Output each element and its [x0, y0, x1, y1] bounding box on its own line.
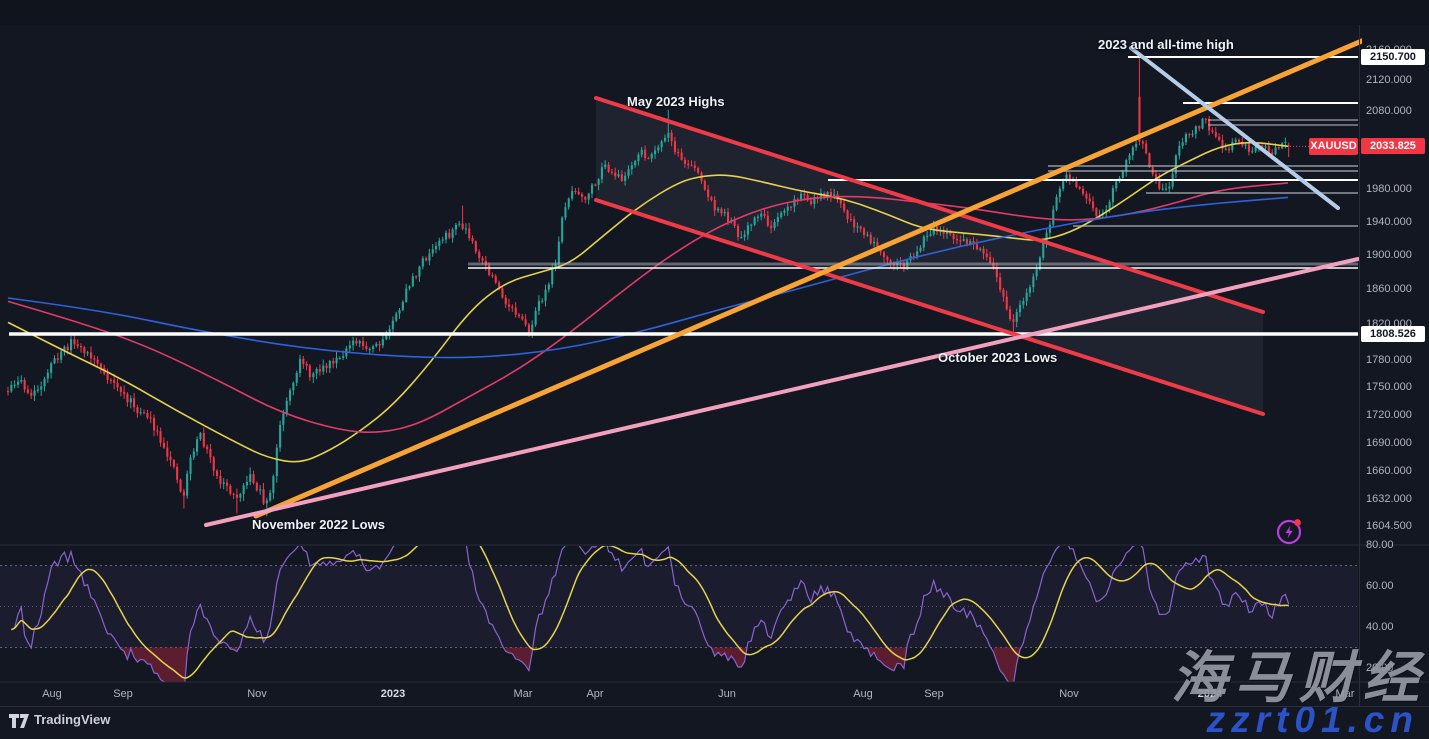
rsi-band [0, 565, 1358, 648]
bolt-icon[interactable] [1272, 514, 1306, 548]
watermark-url: zzrt01.cn [1206, 699, 1419, 739]
price-tick-label: 1690.000 [1366, 436, 1412, 449]
uptrend-orange [253, 38, 1362, 519]
ma-yellow [7, 141, 1289, 463]
ma-blue [7, 196, 1289, 359]
price-label-box: 2150.700 [1361, 49, 1425, 65]
price-tick-label: 1632.000 [1366, 492, 1412, 505]
rsi-ma-line [11, 546, 1289, 679]
price-label-box: 2033.825 [1361, 138, 1425, 155]
ma-crimson [7, 182, 1289, 434]
tradingview-logo-icon[interactable] [8, 711, 32, 731]
downtrend-lightblue [1129, 46, 1340, 210]
price-tick-label: 1940.000 [1366, 216, 1412, 228]
annotation-nov-lows: November 2022 Lows [252, 517, 385, 532]
footer-divider [0, 706, 1429, 707]
annotation-oct-lows: October 2023 Lows [938, 350, 1058, 365]
price-tick-label: 1604.500 [1366, 519, 1412, 532]
time-tick-label: Mar [513, 688, 533, 700]
price-label-box: 1808.526 [1361, 326, 1425, 343]
price-tick-label: 1660.000 [1366, 465, 1412, 478]
time-tick-label: Apr [586, 688, 604, 700]
rsi-pane[interactable] [0, 520, 1358, 695]
rsi-tick-label: 80.00 [1366, 539, 1394, 551]
time-tick-label: Sep [113, 688, 133, 700]
main-pane[interactable] [7, 38, 1364, 527]
price-tick-label: 1720.000 [1366, 408, 1412, 421]
time-tick-label: Nov [1059, 688, 1079, 700]
price-tick-label: 2120.000 [1366, 74, 1412, 86]
price-tick-label: 1780.000 [1366, 353, 1412, 366]
symbol-price-tag: XAUUSD [1309, 137, 1358, 155]
time-tick-label: 2024 [1197, 688, 1223, 700]
annotation-may-highs: May 2023 Highs [627, 94, 725, 109]
time-tick-label: Jun [718, 688, 736, 700]
price-tick-label: 1860.000 [1366, 283, 1412, 296]
price-tick-label: 1750.000 [1366, 380, 1412, 393]
time-tick-label: Mar [1335, 688, 1355, 700]
watermark-cjk: 海马财经 [1171, 646, 1427, 709]
rsi-tick-label: 20.00 [1366, 662, 1394, 674]
uptrend-pink [204, 257, 1360, 527]
price-tick-label: 1900.000 [1366, 249, 1412, 262]
rsi-line [11, 546, 1290, 682]
channel-upper-line [594, 96, 1265, 314]
price-tick-label: 1980.000 [1366, 183, 1412, 196]
time-tick-label: Nov [247, 688, 267, 700]
rsi-tick-label: 60.00 [1366, 580, 1394, 592]
price-tick-label: 2080.000 [1366, 104, 1412, 117]
time-tick-label: Aug [853, 688, 873, 700]
tradingview-brand[interactable]: TradingView [34, 712, 111, 727]
time-tick-label: Sep [924, 688, 944, 700]
candles-down [7, 57, 1290, 514]
rsi-tick-label: 40.00 [1366, 621, 1394, 633]
time-tick-label: Aug [42, 688, 62, 700]
time-tick-label: 2023 [380, 688, 406, 700]
channel-lower-line [594, 198, 1265, 416]
notification-dot [1294, 519, 1301, 526]
annotation-ath: 2023 and all-time high [1098, 37, 1234, 52]
